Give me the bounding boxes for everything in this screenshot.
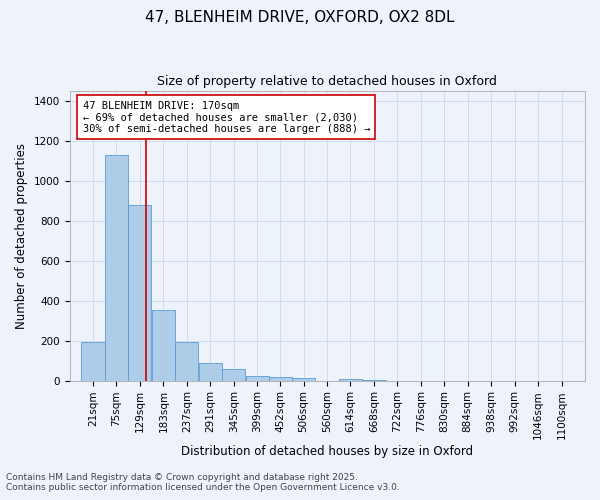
Text: Contains HM Land Registry data © Crown copyright and database right 2025.
Contai: Contains HM Land Registry data © Crown c… — [6, 473, 400, 492]
X-axis label: Distribution of detached houses by size in Oxford: Distribution of detached houses by size … — [181, 444, 473, 458]
Bar — [339, 378, 362, 380]
Bar — [128, 204, 151, 380]
Text: 47 BLENHEIM DRIVE: 170sqm
← 69% of detached houses are smaller (2,030)
30% of se: 47 BLENHEIM DRIVE: 170sqm ← 69% of detac… — [83, 100, 370, 134]
Bar — [199, 362, 222, 380]
Bar — [245, 376, 269, 380]
Bar — [105, 154, 128, 380]
Bar — [82, 342, 104, 380]
Bar — [222, 369, 245, 380]
Title: Size of property relative to detached houses in Oxford: Size of property relative to detached ho… — [157, 75, 497, 88]
Bar — [292, 378, 315, 380]
Bar — [269, 377, 292, 380]
Text: 47, BLENHEIM DRIVE, OXFORD, OX2 8DL: 47, BLENHEIM DRIVE, OXFORD, OX2 8DL — [145, 10, 455, 25]
Bar — [175, 342, 199, 380]
Y-axis label: Number of detached properties: Number of detached properties — [15, 142, 28, 328]
Bar — [152, 310, 175, 380]
